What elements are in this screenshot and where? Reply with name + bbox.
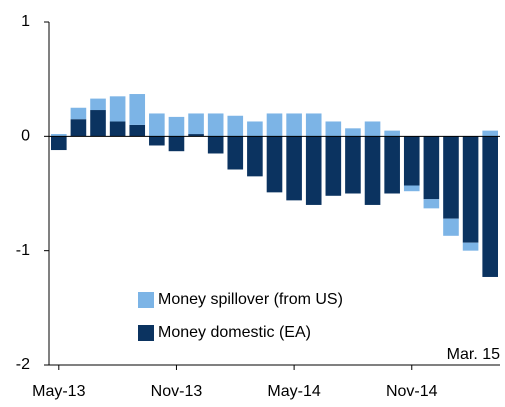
legend-label: Money domestic (EA)	[158, 324, 311, 341]
bar	[403, 185, 420, 192]
bar	[247, 121, 263, 137]
y-tick-label: -1	[16, 242, 30, 259]
bar	[345, 136, 361, 194]
bar	[482, 136, 498, 277]
bar	[109, 96, 126, 122]
bar	[109, 121, 126, 137]
bar	[227, 136, 244, 170]
bar	[247, 136, 263, 177]
legend-label: Money spillover (from US)	[158, 291, 343, 308]
bar	[266, 113, 283, 137]
bar	[90, 98, 106, 111]
bar	[423, 199, 440, 209]
bar	[345, 128, 361, 137]
bar	[188, 134, 204, 137]
x-tick-label: Nov-14	[386, 383, 438, 400]
bar	[168, 136, 185, 152]
bar	[384, 130, 400, 137]
bar	[227, 115, 244, 137]
legend-swatch	[138, 325, 154, 341]
bar	[207, 136, 224, 154]
bar	[129, 94, 146, 125]
y-tick-label: -2	[16, 356, 30, 373]
bar	[462, 242, 479, 251]
bar	[364, 121, 381, 137]
bar	[168, 116, 185, 137]
bar	[305, 113, 322, 137]
bar	[403, 136, 420, 186]
bar	[207, 113, 224, 137]
bar	[188, 113, 204, 135]
bar	[423, 136, 440, 200]
bar	[286, 136, 302, 201]
x-tick-label: May-14	[267, 383, 320, 400]
bar	[384, 136, 400, 194]
bar	[325, 121, 342, 137]
bar	[70, 107, 87, 120]
bar	[286, 113, 302, 137]
bar	[51, 134, 67, 137]
y-tick-label: 0	[21, 128, 30, 145]
bar	[70, 119, 87, 137]
y-tick-label: 1	[21, 13, 30, 30]
bar	[305, 136, 322, 205]
bar	[90, 110, 106, 137]
annotation: Mar. 15	[447, 346, 500, 363]
legend-swatch	[138, 292, 154, 308]
bar	[129, 124, 146, 137]
bar	[443, 218, 459, 236]
bar	[325, 136, 342, 196]
bar	[462, 136, 479, 243]
bar	[482, 130, 498, 137]
x-tick-label: Nov-13	[151, 383, 203, 400]
bar	[51, 136, 67, 151]
x-tick-label: May-13	[32, 383, 85, 400]
bar	[266, 136, 283, 193]
bar	[443, 136, 459, 219]
bar	[149, 136, 165, 146]
bar	[364, 136, 381, 205]
bar	[149, 113, 165, 137]
